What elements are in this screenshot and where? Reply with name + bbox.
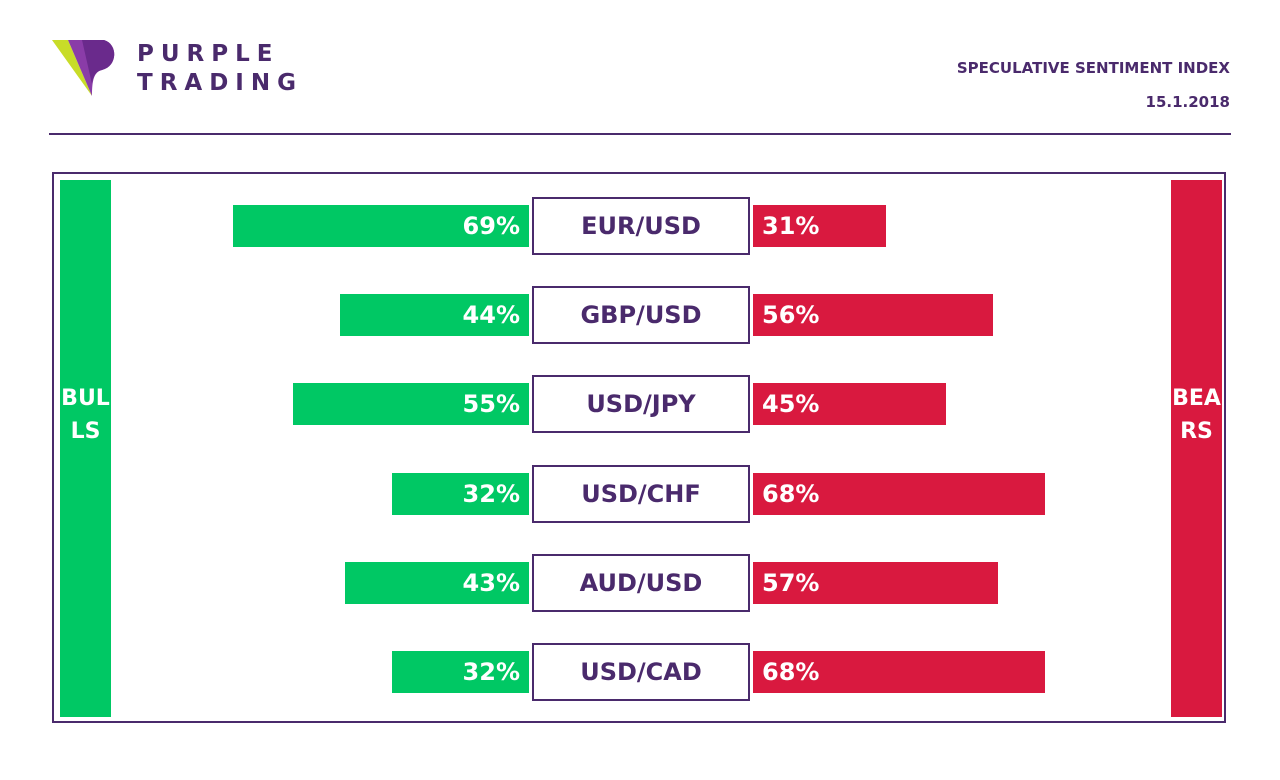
currency-pair-label: EUR/USD [532, 197, 750, 255]
bears-bar [753, 205, 886, 247]
currency-pair-label: USD/CHF [532, 465, 750, 523]
bulls-bar [392, 651, 529, 693]
brand-name: PURPLE TRADING [137, 40, 303, 98]
bears-bar [753, 383, 946, 425]
bulls-percent-label: 43% [462, 569, 520, 597]
currency-pair-label: AUD/USD [532, 554, 750, 612]
brand-line1: PURPLE [137, 41, 280, 67]
bears-side-bar: BEARS [1171, 180, 1222, 717]
bulls-percent-label: 32% [462, 480, 520, 508]
bears-bar [753, 651, 1045, 693]
currency-pair-label: GBP/USD [532, 286, 750, 344]
bulls-bar [392, 473, 529, 515]
bulls-side-bar: BULLS [60, 180, 111, 717]
bulls-bar [233, 205, 529, 247]
bears-bar [753, 562, 998, 604]
bears-percent-label: 68% [762, 480, 820, 508]
bulls-bar [340, 294, 529, 336]
bulls-percent-label: 55% [462, 390, 520, 418]
bulls-bar [293, 383, 529, 425]
header-divider [49, 133, 1231, 135]
bears-percent-label: 68% [762, 658, 820, 686]
bears-percent-label: 45% [762, 390, 820, 418]
index-date: 15.1.2018 [1145, 93, 1230, 111]
index-title: SPECULATIVE SENTIMENT INDEX [956, 59, 1230, 77]
currency-pair-label: USD/JPY [532, 375, 750, 433]
brand-line2: TRADING [137, 70, 303, 96]
bulls-label: BULLS [61, 386, 110, 444]
currency-pair-label: USD/CAD [532, 643, 750, 701]
chart-frame [52, 172, 1226, 723]
bears-percent-label: 57% [762, 569, 820, 597]
bears-percent-label: 56% [762, 301, 820, 329]
bulls-percent-label: 44% [462, 301, 520, 329]
bears-label: BEARS [1172, 386, 1221, 444]
bulls-percent-label: 69% [462, 212, 520, 240]
bulls-bar [345, 562, 529, 604]
bears-percent-label: 31% [762, 212, 820, 240]
purple-trading-logo-icon [52, 40, 115, 96]
bulls-percent-label: 32% [462, 658, 520, 686]
bears-bar [753, 473, 1045, 515]
bears-bar [753, 294, 993, 336]
